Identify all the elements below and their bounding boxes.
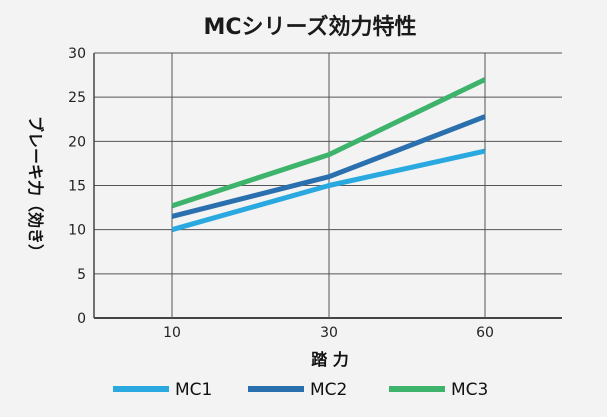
x-tick-labels: 10 30 60	[163, 325, 494, 341]
y-tick-label: 20	[68, 134, 86, 150]
y-tick-labels: 0 5 10 15 20 25 30	[68, 46, 86, 327]
y-tick-label: 15	[68, 179, 86, 195]
x-tick-label: 30	[320, 325, 338, 341]
y-axis-label: ブレーキ力（効き）	[26, 116, 45, 260]
y-tick-label: 30	[68, 46, 86, 62]
legend-label: MC3	[451, 380, 488, 400]
legend-label: MC2	[310, 380, 347, 400]
x-tick-label: 10	[163, 325, 181, 341]
legend-label: MC1	[175, 380, 212, 400]
y-tick-label: 5	[77, 267, 86, 283]
y-tick-label: 10	[68, 223, 86, 239]
y-tick-label: 0	[77, 311, 86, 327]
x-tick-label: 60	[476, 325, 494, 341]
x-axis-label: 踏 力	[311, 350, 349, 369]
legend: MC1 MC2 MC3	[113, 380, 488, 400]
chart-title: MCシリーズ効力特性	[204, 14, 417, 40]
y-tick-label: 25	[68, 90, 86, 106]
